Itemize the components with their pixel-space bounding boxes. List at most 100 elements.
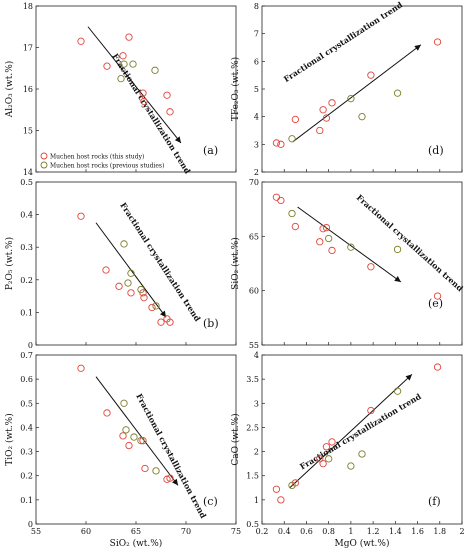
point-this-study <box>277 196 285 205</box>
point-this-study <box>367 71 375 79</box>
point-previous <box>130 433 138 441</box>
point-previous <box>122 426 130 434</box>
y-tick-label: 60 <box>249 287 259 296</box>
point-this-study <box>322 223 331 232</box>
trend-arrow-head <box>414 44 421 51</box>
point-this-study <box>163 91 171 99</box>
y-tick-label: 8 <box>254 2 259 11</box>
x-tick-label: 0.2 <box>256 527 269 536</box>
x-tick-label: 1 <box>348 527 353 536</box>
point-previous <box>325 234 333 243</box>
plot-frame <box>261 181 463 346</box>
y-tick-label: 7 <box>254 30 259 39</box>
legend-label-previous: Muchen host rocks (previous studies) <box>50 163 164 170</box>
x-tick-label: 1.6 <box>411 527 424 536</box>
point-previous <box>137 285 145 294</box>
point-previous <box>129 60 137 68</box>
point-previous <box>124 279 132 287</box>
trend-arrow-line <box>292 44 422 142</box>
point-this-study <box>141 464 149 473</box>
point-this-study <box>272 193 281 201</box>
y-tick-label: 55 <box>249 341 259 350</box>
y-axis-label: TiO₂ (wt.%) <box>4 413 15 465</box>
x-axis-label: SiO₂ (wt.%) <box>110 538 163 549</box>
y-tick-label: 0.7 <box>20 351 33 360</box>
y-tick-label: 15 <box>23 127 33 136</box>
point-this-study <box>140 294 148 302</box>
y-tick-label: 70 <box>249 178 259 187</box>
point-previous <box>151 66 159 74</box>
point-this-study <box>433 38 442 46</box>
point-previous <box>288 135 296 143</box>
trend-label: Fractional crystallization trend <box>355 192 466 293</box>
y-tick-label: 18 <box>23 2 33 11</box>
x-tick-label: 1.8 <box>433 527 446 536</box>
trend-label: Fractional crystallization trend <box>134 392 209 520</box>
y-tick-label: 1 <box>254 496 259 505</box>
point-this-study <box>157 318 165 326</box>
point-this-study <box>127 289 135 297</box>
point-previous <box>117 74 125 83</box>
y-tick-label: 0.1 <box>20 308 33 317</box>
y-tick-label: 4 <box>254 113 259 122</box>
point-this-study <box>139 89 147 97</box>
x-tick-label: 1.4 <box>389 527 402 536</box>
x-tick-label: 1.2 <box>367 527 380 536</box>
point-this-study <box>328 246 336 255</box>
point-previous <box>393 89 402 97</box>
trend-arrow-head <box>405 374 412 381</box>
y-axis-label: CaO (wt.%) <box>230 413 241 465</box>
y-tick-label: 65 <box>249 232 259 241</box>
panel-label: (e) <box>428 297 443 310</box>
legend-marker-previous <box>40 161 48 169</box>
point-previous <box>120 399 128 407</box>
point-this-study <box>140 97 148 106</box>
point-previous <box>288 481 296 490</box>
y-tick-label: 3.5 <box>246 375 259 384</box>
point-this-study <box>433 292 442 300</box>
point-this-study <box>277 140 285 148</box>
plot-frame <box>261 354 463 525</box>
panel-e: 55 60 65 70 SiO₂ (wt.%) Fractional crystalliz… <box>230 178 466 350</box>
y-tick-label: 0.2 <box>20 472 33 481</box>
point-this-study <box>166 474 174 482</box>
point-this-study <box>316 238 324 246</box>
y-tick-label: 16 <box>23 85 33 94</box>
y-tick-label: 0.4 <box>20 423 33 432</box>
x-tick-label: 0.8 <box>322 527 335 536</box>
y-axis-label: P₂O₅ (wt.%) <box>4 237 15 290</box>
point-previous <box>393 387 402 395</box>
point-this-study <box>139 437 147 445</box>
panel-label: (c) <box>203 495 218 508</box>
x-tick-label: 0.6 <box>300 527 313 536</box>
trend-arrow-head <box>174 136 181 143</box>
y-tick-label: 0 <box>28 341 33 350</box>
point-this-study <box>272 485 281 493</box>
y-tick-label: 0.1 <box>20 496 33 505</box>
point-this-study <box>77 212 85 220</box>
point-this-study <box>115 282 123 290</box>
panel-b: 0 0.1 0.2 0.3 0.4 0.5 P₂O₅ (wt.%) Fractional cr… <box>4 178 237 350</box>
point-this-study <box>119 52 127 60</box>
y-tick-label: 0.2 <box>20 276 33 285</box>
trend-arrow-head <box>160 310 166 318</box>
y-tick-label: 14 <box>23 168 33 177</box>
panel-label: (a) <box>203 144 218 157</box>
y-tick-label: 2.5 <box>246 423 259 432</box>
point-this-study <box>148 303 156 312</box>
y-tick-label: 0.3 <box>20 448 33 457</box>
trend-arrow-line <box>95 376 179 486</box>
y-tick-label: 17 <box>23 44 33 53</box>
trend-arrow-head <box>171 478 178 486</box>
point-this-study <box>119 432 127 440</box>
point-this-study <box>77 37 85 45</box>
point-previous <box>120 240 128 248</box>
point-previous <box>120 60 128 68</box>
y-tick-label: 2 <box>254 168 259 177</box>
point-previous <box>347 462 355 470</box>
point-previous <box>347 95 355 103</box>
point-this-study <box>103 62 111 70</box>
y-tick-label: 3 <box>254 140 259 149</box>
